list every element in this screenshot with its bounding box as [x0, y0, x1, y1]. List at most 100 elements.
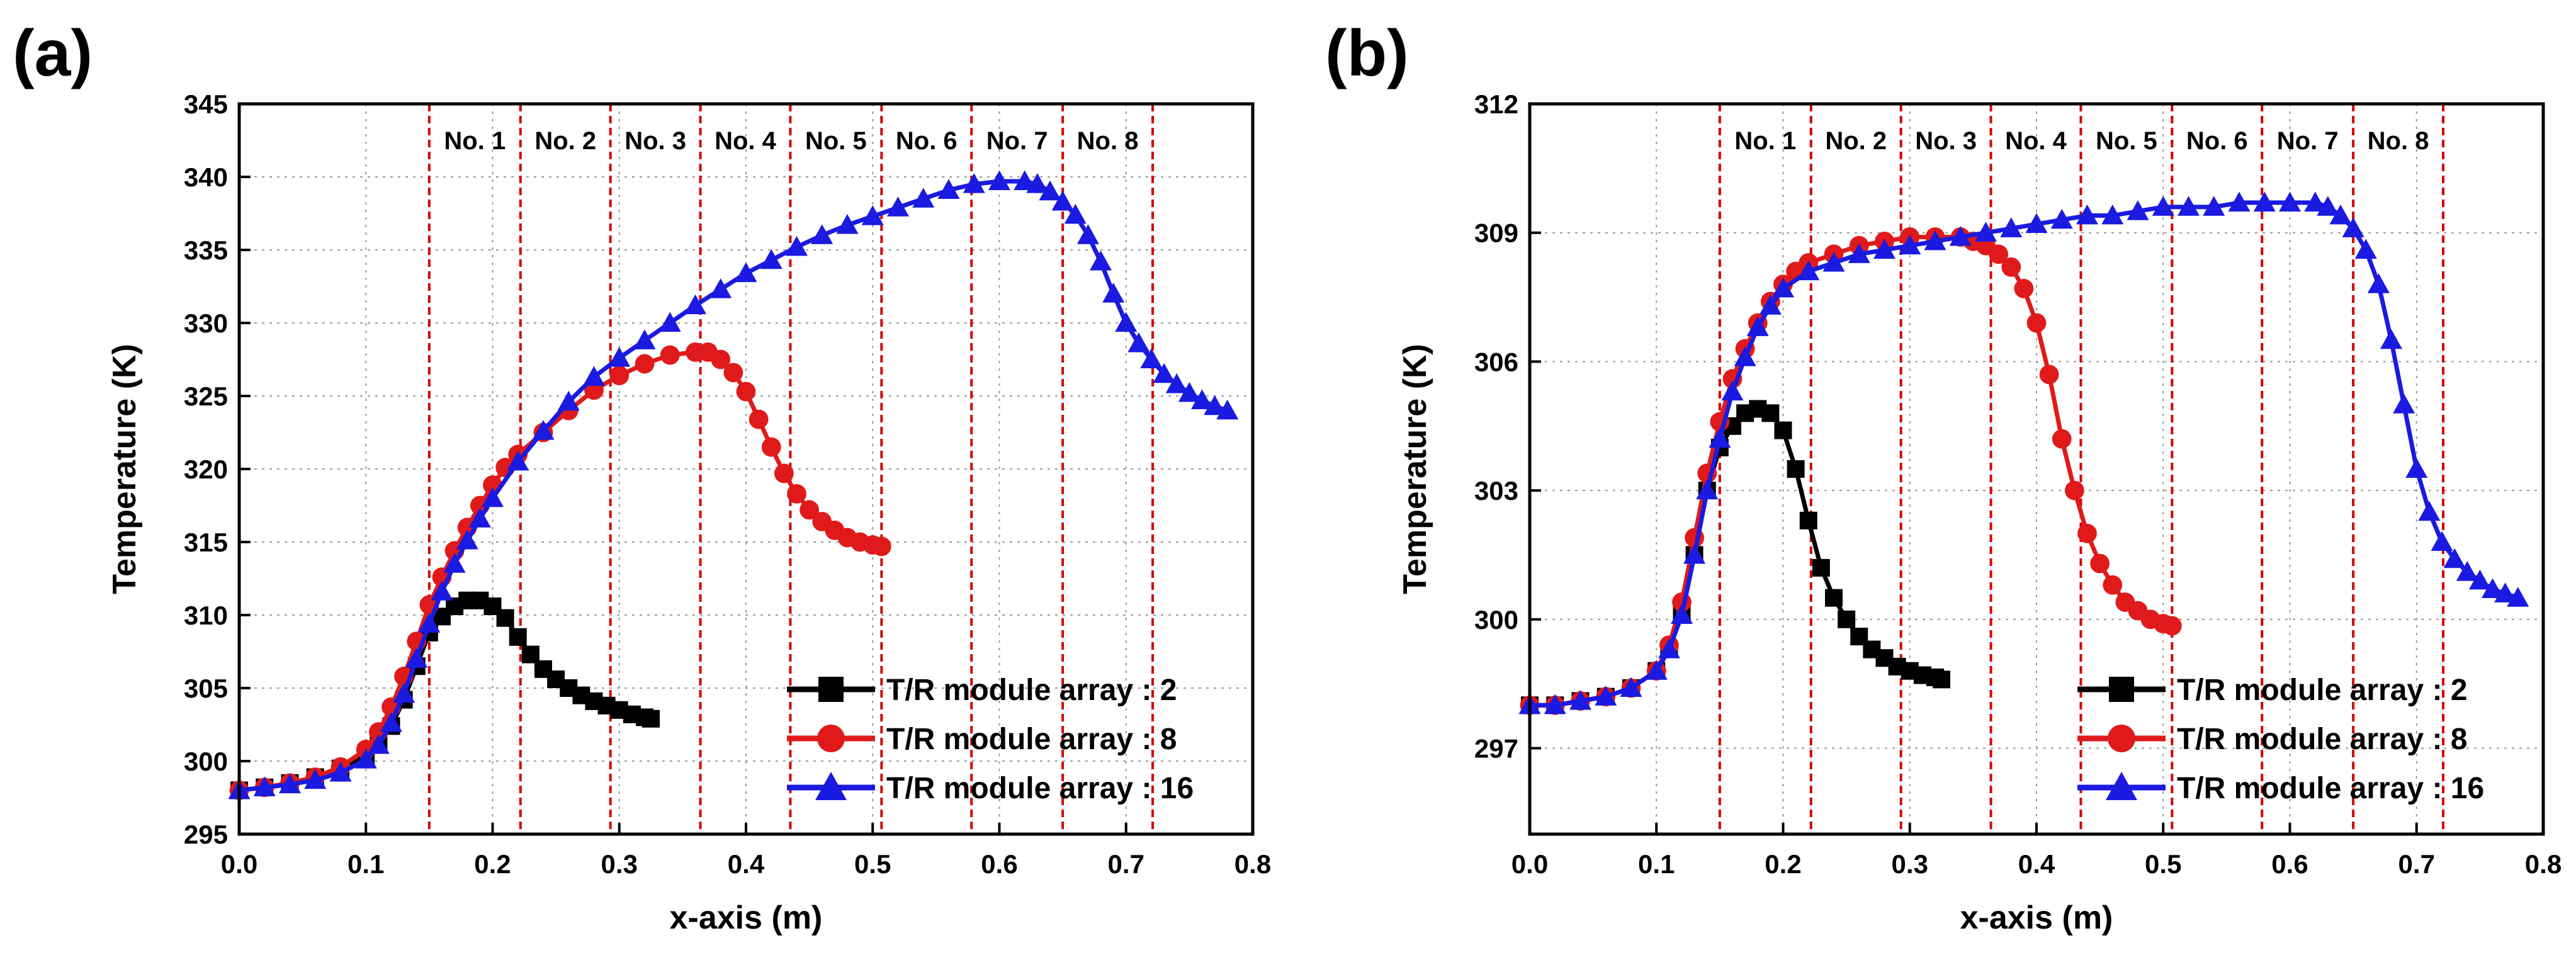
- module-label: No. 3: [1915, 127, 1977, 155]
- data-point: [2317, 196, 2339, 216]
- panel-a: (a) No. 1 No. 2 No. 3 No. 4 No. 5 No. 6 No. 7 N…: [13, 17, 1271, 936]
- x-tick-label: 0.7: [1108, 849, 1144, 879]
- data-point: [658, 312, 681, 332]
- data-point: [1216, 399, 1239, 420]
- y-tick-label: 303: [1474, 476, 1518, 506]
- data-point: [1924, 230, 1946, 251]
- data-point: [1761, 404, 1780, 422]
- data-point: [279, 773, 301, 794]
- data-point: [1812, 558, 1830, 577]
- x-tick-label: 0.8: [2525, 849, 2562, 879]
- y-tick-label: 315: [184, 528, 228, 557]
- data-point: [608, 347, 631, 367]
- y-tick-label: 340: [184, 162, 228, 192]
- data-point: [380, 712, 402, 732]
- x-tick-label: 0.4: [2018, 849, 2055, 879]
- data-point: [1014, 170, 1036, 190]
- data-point: [811, 224, 833, 244]
- data-point: [2203, 196, 2225, 216]
- data-point: [2279, 191, 2301, 212]
- data-point: [1933, 670, 1951, 689]
- data-point: [2090, 553, 2110, 574]
- data-point: [1051, 190, 1074, 211]
- legend-label: T/R module array : 8: [886, 723, 1177, 756]
- series-1: [1521, 400, 1951, 715]
- data-point: [871, 536, 891, 557]
- series-line: [239, 349, 882, 793]
- data-point: [431, 580, 453, 601]
- data-point: [1039, 180, 1061, 201]
- data-point: [1544, 694, 1566, 715]
- y-tick-label: 305: [184, 674, 228, 703]
- module-label: No. 4: [715, 127, 777, 155]
- x-tick-label: 0.6: [2271, 849, 2308, 879]
- data-point: [507, 450, 529, 471]
- module-label: No. 8: [2368, 127, 2429, 155]
- data-point: [496, 609, 514, 627]
- data-point: [2393, 393, 2415, 414]
- data-point: [1759, 295, 1782, 315]
- x-tick-label: 0.8: [1234, 849, 1271, 879]
- data-point: [2014, 279, 2034, 298]
- data-point: [1204, 395, 1226, 415]
- data-point: [2026, 313, 2047, 333]
- data-point: [2228, 191, 2251, 212]
- x-tick-label: 0.6: [981, 849, 1017, 879]
- x-tick-label: 0.4: [728, 849, 765, 879]
- x-tick-label: 0.5: [854, 849, 891, 879]
- data-point: [2077, 523, 2097, 543]
- y-tick-label: 345: [184, 89, 228, 119]
- module-label: No. 5: [805, 127, 867, 155]
- x-tick-label: 0.5: [2145, 849, 2181, 879]
- data-point: [787, 484, 806, 504]
- y-tick-label: 306: [1474, 347, 1518, 376]
- data-point: [2507, 587, 2529, 607]
- y-tick-label: 309: [1474, 218, 1518, 248]
- module-label: No. 6: [2186, 127, 2248, 155]
- data-point: [1797, 260, 1820, 281]
- data-point: [2431, 531, 2453, 551]
- data-point: [304, 769, 327, 789]
- data-point: [1140, 348, 1163, 368]
- data-point: [761, 437, 781, 457]
- module-label: No. 3: [624, 127, 686, 155]
- data-point: [635, 354, 655, 374]
- data-point: [2001, 257, 2021, 277]
- legend-label: T/R module array : 2: [2177, 674, 2467, 707]
- data-point: [1569, 689, 1591, 710]
- data-point: [1090, 251, 1112, 271]
- module-label: No. 6: [896, 127, 958, 155]
- data-point: [2482, 578, 2504, 599]
- data-point: [642, 709, 660, 728]
- data-point: [1165, 373, 1188, 393]
- data-point: [1734, 346, 1756, 366]
- data-point: [405, 648, 428, 668]
- data-point: [1683, 543, 1706, 564]
- data-point: [1620, 677, 1642, 697]
- y-axis-title-b: Temperature (K): [1397, 344, 1433, 594]
- data-point: [583, 366, 605, 386]
- data-point: [2329, 204, 2352, 225]
- data-point: [1115, 312, 1138, 332]
- y-tick-label: 335: [184, 235, 228, 265]
- y-tick-label: 310: [184, 601, 228, 630]
- data-point: [2456, 561, 2478, 581]
- module-label: No. 5: [2096, 127, 2157, 155]
- data-point: [2380, 329, 2402, 349]
- data-point: [456, 529, 478, 550]
- data-point: [1645, 660, 1668, 680]
- data-point: [2076, 204, 2098, 225]
- data-point: [760, 249, 782, 269]
- x-tick-label: 0.1: [347, 849, 384, 879]
- x-tick-label: 0.2: [1765, 849, 1801, 879]
- data-point: [2000, 217, 2023, 237]
- data-point: [2050, 208, 2073, 229]
- data-point: [1774, 421, 1792, 439]
- data-point: [1989, 244, 2009, 264]
- series-line: [1530, 200, 2519, 708]
- x-tick-label: 0.1: [1638, 849, 1675, 879]
- data-point: [786, 235, 808, 256]
- data-point: [557, 390, 580, 411]
- data-point: [2109, 677, 2134, 702]
